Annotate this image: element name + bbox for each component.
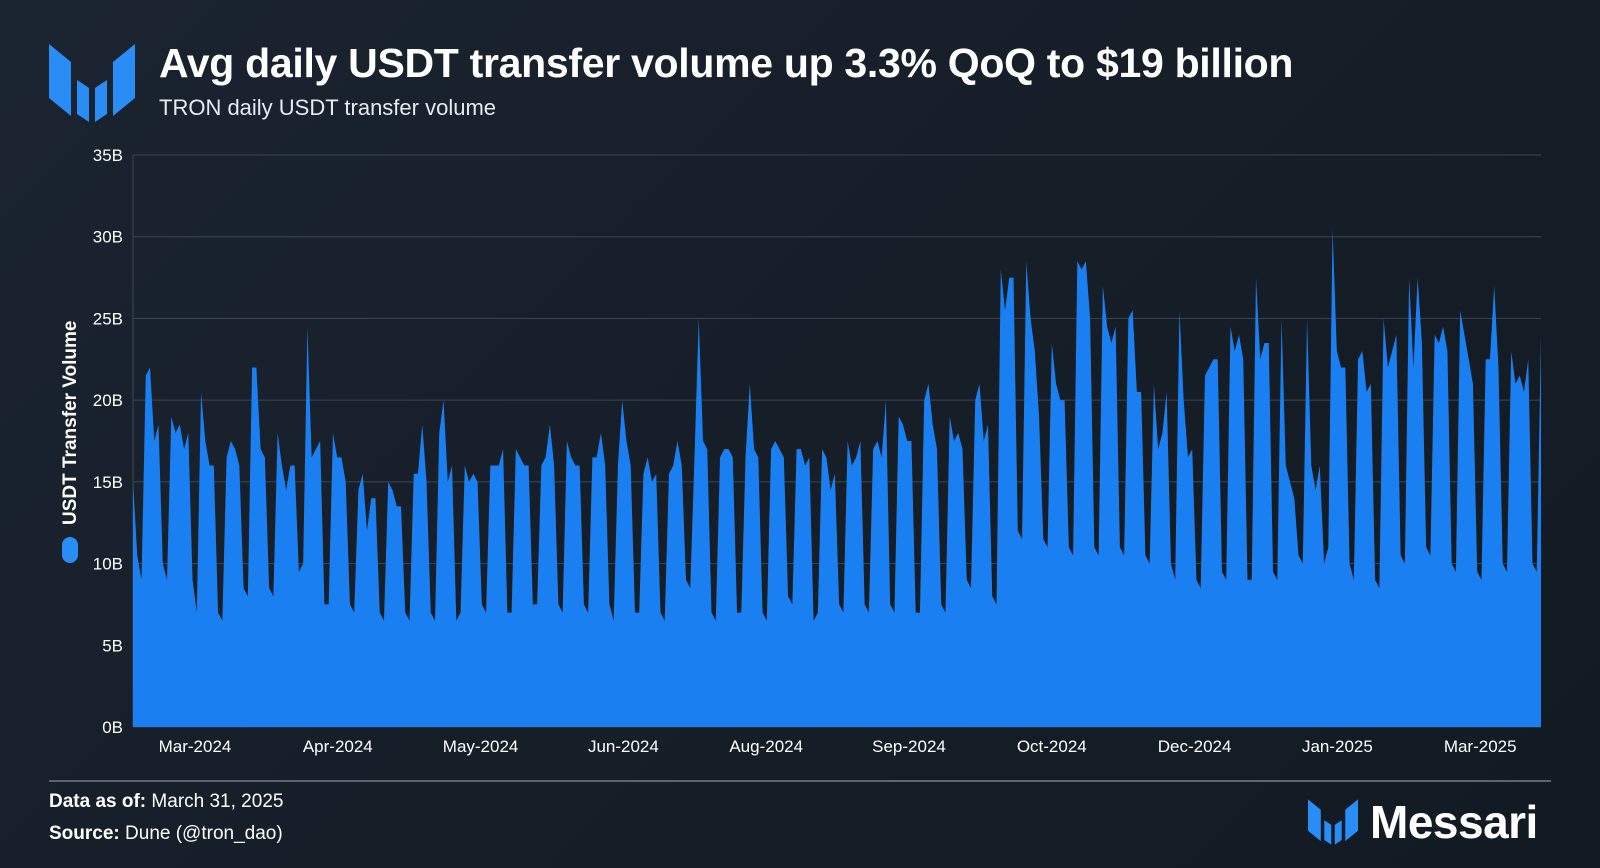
brand-name: Messari — [1370, 796, 1538, 848]
series-area-usdt-transfer-volume — [133, 228, 1541, 728]
y-tick-label: 30B — [93, 228, 123, 247]
y-tick-label: 25B — [93, 309, 123, 328]
y-tick-label: 35B — [93, 146, 123, 165]
messari-logo-icon — [49, 44, 135, 122]
data-as-of-label: Data as of: — [49, 791, 147, 812]
x-tick-label: Apr-2024 — [303, 737, 373, 756]
page-subtitle: TRON daily USDT transfer volume — [159, 95, 497, 120]
x-tick-label: Oct-2024 — [1017, 737, 1087, 756]
page-title: Avg daily USDT transfer volume up 3.3% Q… — [159, 40, 1294, 86]
messari-brand-icon — [1308, 799, 1358, 845]
y-tick-label: 15B — [93, 473, 123, 492]
brand: Messari — [1308, 795, 1538, 849]
data-as-of: Data as of: March 31, 2025 — [49, 791, 283, 813]
x-tick-label: Mar-2024 — [159, 737, 232, 756]
data-as-of-value: March 31, 2025 — [151, 791, 284, 812]
x-tick-label: Aug-2024 — [729, 737, 803, 756]
x-axis-ticks: Mar-2024 Apr-2024 May-2024 Jun-2024 Aug-2024… — [159, 737, 1517, 756]
y-axis-ticks: 0B 5B 10B 15B 20B 25B 30B 35B — [93, 146, 123, 737]
x-tick-label: Jun-2024 — [588, 737, 659, 756]
footer-divider — [49, 780, 1551, 782]
x-tick-label: Mar-2025 — [1444, 737, 1517, 756]
legend-swatch — [62, 537, 78, 563]
source-label: Source: — [49, 823, 120, 844]
x-tick-label: Dec-2024 — [1158, 737, 1232, 756]
x-tick-label: May-2024 — [443, 737, 519, 756]
y-tick-label: 5B — [102, 636, 123, 655]
legend: USDT Transfer Volume — [60, 321, 81, 563]
source: Source: Dune (@tron_dao) — [49, 823, 283, 845]
y-axis-label: USDT Transfer Volume — [60, 321, 81, 525]
y-tick-label: 10B — [93, 555, 123, 574]
x-tick-label: Jan-2025 — [1302, 737, 1373, 756]
source-value: Dune (@tron_dao) — [125, 823, 283, 844]
y-tick-label: 20B — [93, 391, 123, 410]
x-tick-label: Sep-2024 — [872, 737, 946, 756]
y-tick-label: 0B — [102, 718, 123, 737]
